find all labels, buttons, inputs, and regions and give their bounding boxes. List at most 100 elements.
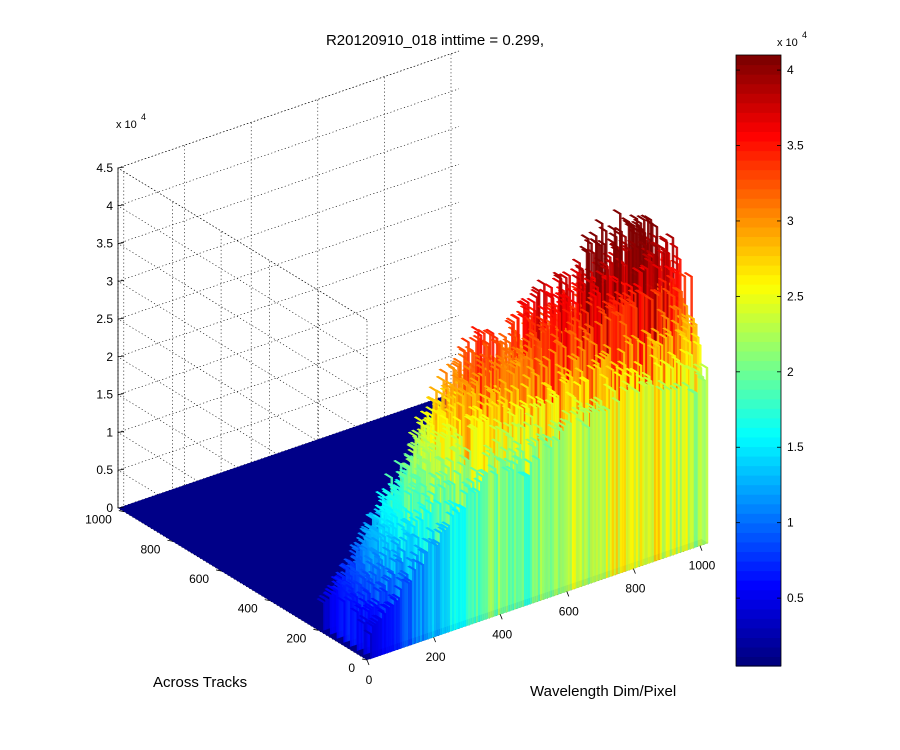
z-gridline xyxy=(117,164,460,434)
surface-wall xyxy=(354,593,357,646)
colorbar-swatch xyxy=(736,331,781,343)
surface-wall xyxy=(509,461,513,612)
z-tick-mark xyxy=(117,279,125,282)
surface-wall xyxy=(531,442,535,604)
colorbar-swatch xyxy=(736,102,781,113)
z-tick-label: 0.5 xyxy=(96,463,113,477)
colorbar-swatch xyxy=(736,160,781,171)
surface-wall xyxy=(691,369,695,549)
surface-wall xyxy=(607,409,611,578)
colorbar-swatch xyxy=(736,427,781,438)
surface-wall xyxy=(325,598,328,630)
surface-wall xyxy=(595,402,599,582)
surface-wall xyxy=(418,562,421,643)
colorbar-swatch xyxy=(736,513,781,524)
surface-wall xyxy=(370,633,373,660)
colorbar-swatch xyxy=(736,83,781,94)
colorbar-swatch xyxy=(736,112,781,123)
colorbar-swatch xyxy=(736,646,781,658)
colorbar-swatch xyxy=(736,503,781,514)
y-gridline xyxy=(172,201,514,542)
surface-wall xyxy=(705,367,709,545)
surface-wall xyxy=(358,604,362,651)
surface-wall xyxy=(573,397,577,590)
surface-wall xyxy=(671,367,675,556)
surface-wall xyxy=(384,613,387,655)
surface-wall xyxy=(553,427,557,597)
surface-wall xyxy=(374,623,377,658)
surface-wall xyxy=(569,423,573,591)
surface-wall xyxy=(521,451,525,608)
surface-wall xyxy=(657,345,661,561)
surface-wall xyxy=(695,392,699,548)
surface-wall xyxy=(465,493,469,627)
surface-wall xyxy=(631,371,635,570)
surface-cell xyxy=(571,258,582,264)
colorbar-tick-label: 1 xyxy=(787,516,794,530)
y-tick-label: 800 xyxy=(140,542,160,556)
colorbar-swatch xyxy=(736,408,781,419)
surface-wall xyxy=(541,437,545,601)
x-tick-mark xyxy=(566,591,570,597)
surface-wall xyxy=(585,412,589,586)
surface-cell xyxy=(536,279,546,285)
colorbar-swatch xyxy=(736,140,781,152)
surface-wall xyxy=(382,610,385,656)
surface-wall xyxy=(479,481,483,622)
surface-cell xyxy=(580,234,590,240)
surface-wall xyxy=(501,461,505,614)
colorbar-swatch xyxy=(736,627,781,638)
surface-wall xyxy=(515,464,519,610)
surface-wall xyxy=(575,414,579,589)
surface-wall xyxy=(559,428,563,595)
colorbar-swatch xyxy=(736,370,781,381)
surface-wall xyxy=(675,388,679,555)
surface-wall xyxy=(448,525,451,633)
surface-wall xyxy=(551,439,555,597)
surface-wall xyxy=(452,515,455,632)
surface-wall xyxy=(495,474,499,617)
colorbar-swatch xyxy=(736,360,781,371)
colorbar-swatch xyxy=(736,293,781,304)
surface-wall xyxy=(473,491,477,624)
colorbar-swatch xyxy=(736,207,781,218)
surface-wall xyxy=(356,611,360,652)
surface-wall xyxy=(535,440,539,603)
x-tick-label: 800 xyxy=(625,582,645,596)
surface-wall xyxy=(483,473,487,621)
surface-wall xyxy=(611,369,615,577)
surface-wall xyxy=(404,576,407,648)
colorbar-tick-label: 3.5 xyxy=(787,139,804,153)
surface-wall xyxy=(601,407,605,580)
surface-wall xyxy=(517,459,521,609)
surface-wall xyxy=(577,410,581,588)
surface-wall xyxy=(661,389,665,560)
y-tick-mark xyxy=(167,539,173,542)
surface-wall xyxy=(380,618,383,656)
surface-wall xyxy=(529,462,533,605)
surface-wall xyxy=(499,459,503,615)
surface-wall xyxy=(442,526,445,635)
surface-wall xyxy=(440,532,443,636)
colorbar-tick-label: 2.5 xyxy=(787,289,804,303)
surface-wall xyxy=(663,383,667,559)
surface-wall xyxy=(549,447,553,598)
z-exponent-base: x 10 xyxy=(116,119,137,131)
colorbar-swatch xyxy=(736,436,781,448)
surface-wall xyxy=(436,545,439,637)
z-gridline xyxy=(117,88,460,359)
colorbar-swatch xyxy=(736,188,781,199)
surface-cell xyxy=(435,375,446,382)
surface-wall xyxy=(396,600,399,651)
colorbar-swatch xyxy=(736,637,781,648)
colorbar-swatch xyxy=(736,618,781,629)
surface-wall xyxy=(639,364,643,567)
surface-wall xyxy=(461,508,465,628)
surface-wall xyxy=(372,625,375,659)
surface-wall xyxy=(422,564,425,642)
surface-wall xyxy=(497,442,501,616)
colorbar-swatch xyxy=(736,389,781,400)
colorbar-swatch xyxy=(736,169,781,180)
colorbar-tick-label: 3 xyxy=(787,214,794,228)
surface-wall xyxy=(547,437,551,599)
